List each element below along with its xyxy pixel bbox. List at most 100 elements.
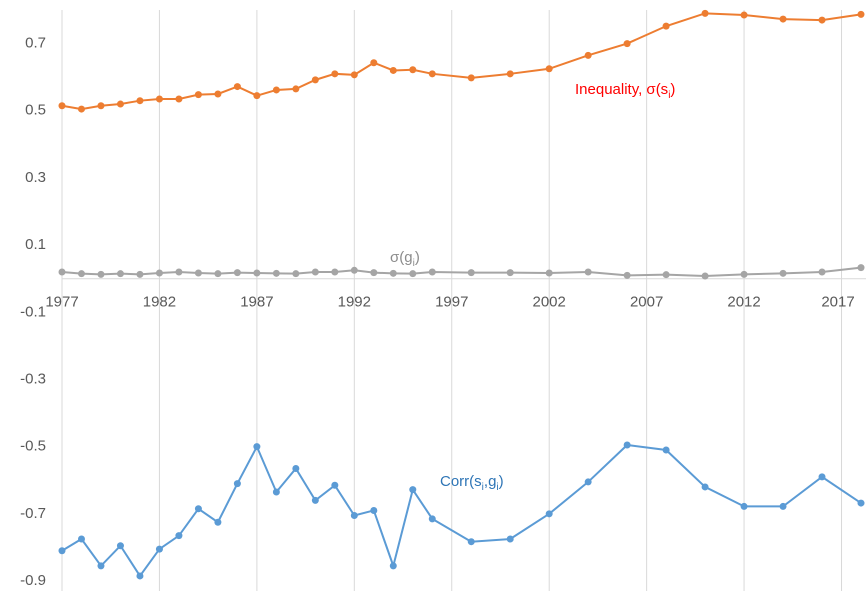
data-point <box>857 10 865 18</box>
data-point <box>623 40 631 48</box>
data-point <box>97 270 105 278</box>
y-tick-label: 0.3 <box>25 169 46 186</box>
data-point <box>779 502 787 510</box>
data-point <box>662 446 670 454</box>
x-tick-label: 1987 <box>240 294 273 311</box>
data-point <box>175 95 183 103</box>
x-tick-label: 2002 <box>533 294 566 311</box>
data-point <box>116 100 124 108</box>
series-label: Corr(si,gi) <box>440 473 504 493</box>
data-point <box>253 92 261 100</box>
data-point <box>701 9 709 17</box>
data-point <box>740 502 748 510</box>
data-point <box>214 270 222 278</box>
label-text: σ(g <box>390 249 413 266</box>
data-point <box>701 272 709 280</box>
data-point <box>272 488 280 496</box>
data-point <box>623 441 631 449</box>
data-point <box>77 105 85 113</box>
x-tick-label: 2017 <box>821 294 854 311</box>
x-tick-label: 1997 <box>435 294 468 311</box>
data-point <box>701 483 709 491</box>
data-point <box>311 496 319 504</box>
y-tick-label: 0.7 <box>25 35 46 52</box>
data-point <box>350 71 358 79</box>
data-point <box>311 76 319 84</box>
data-point <box>857 264 865 272</box>
x-tick-label: 1982 <box>143 294 176 311</box>
data-point <box>253 269 261 277</box>
data-point <box>233 269 241 277</box>
y-tick-label: 0.1 <box>25 236 46 253</box>
data-point <box>584 51 592 59</box>
label-text: Inequality, σ(s <box>575 81 668 98</box>
data-point <box>818 268 826 276</box>
y-tick-label: -0.1 <box>20 303 46 320</box>
data-point <box>545 269 553 277</box>
data-point <box>370 269 378 277</box>
data-point <box>818 16 826 24</box>
data-point <box>740 270 748 278</box>
label-text: ) <box>415 249 420 266</box>
series-line <box>61 12 862 111</box>
data-point <box>370 506 378 514</box>
data-point <box>272 269 280 277</box>
data-point <box>233 83 241 91</box>
data-point <box>389 269 397 277</box>
series-line <box>61 443 862 578</box>
data-point <box>292 464 300 472</box>
data-point <box>779 269 787 277</box>
data-point <box>818 473 826 481</box>
data-point <box>467 74 475 82</box>
data-point <box>409 66 417 74</box>
data-point <box>194 269 202 277</box>
series-label: Inequality, σ(si) <box>575 81 675 101</box>
data-point <box>584 478 592 486</box>
y-tick-label: 0.5 <box>25 102 46 119</box>
data-point <box>77 270 85 278</box>
y-tick-label: -0.9 <box>20 572 46 589</box>
data-point <box>175 532 183 540</box>
data-point <box>155 95 163 103</box>
data-point <box>584 268 592 276</box>
data-point <box>58 268 66 276</box>
data-point <box>136 97 144 105</box>
data-point <box>779 15 787 23</box>
label-text: ,g <box>484 473 497 490</box>
y-tick-label: -0.3 <box>20 370 46 387</box>
data-point <box>253 443 261 451</box>
label-text: ) <box>670 81 675 98</box>
data-point <box>77 535 85 543</box>
series-label: σ(gi) <box>390 249 420 269</box>
data-point <box>428 515 436 523</box>
data-point <box>506 535 514 543</box>
data-point <box>467 269 475 277</box>
data-point <box>350 266 358 274</box>
data-point <box>97 562 105 570</box>
label-text: ) <box>499 473 504 490</box>
data-point <box>662 271 670 279</box>
data-point <box>389 562 397 570</box>
data-point <box>155 269 163 277</box>
label-subscript: i <box>668 90 670 101</box>
data-point <box>97 102 105 110</box>
data-point <box>194 505 202 513</box>
y-tick-label: -0.7 <box>20 505 46 522</box>
x-tick-label: 2012 <box>727 294 760 311</box>
data-point <box>136 270 144 278</box>
data-point <box>370 59 378 67</box>
data-point <box>506 70 514 78</box>
data-point <box>136 572 144 580</box>
label-text: Corr(s <box>440 473 482 490</box>
data-point <box>623 271 631 279</box>
x-tick-label: 2007 <box>630 294 663 311</box>
data-point <box>545 65 553 73</box>
data-point <box>389 66 397 74</box>
data-point <box>292 85 300 93</box>
data-point <box>214 518 222 526</box>
y-tick-label: -0.5 <box>20 438 46 455</box>
data-point <box>116 542 124 550</box>
data-point <box>331 481 339 489</box>
data-point <box>506 269 514 277</box>
